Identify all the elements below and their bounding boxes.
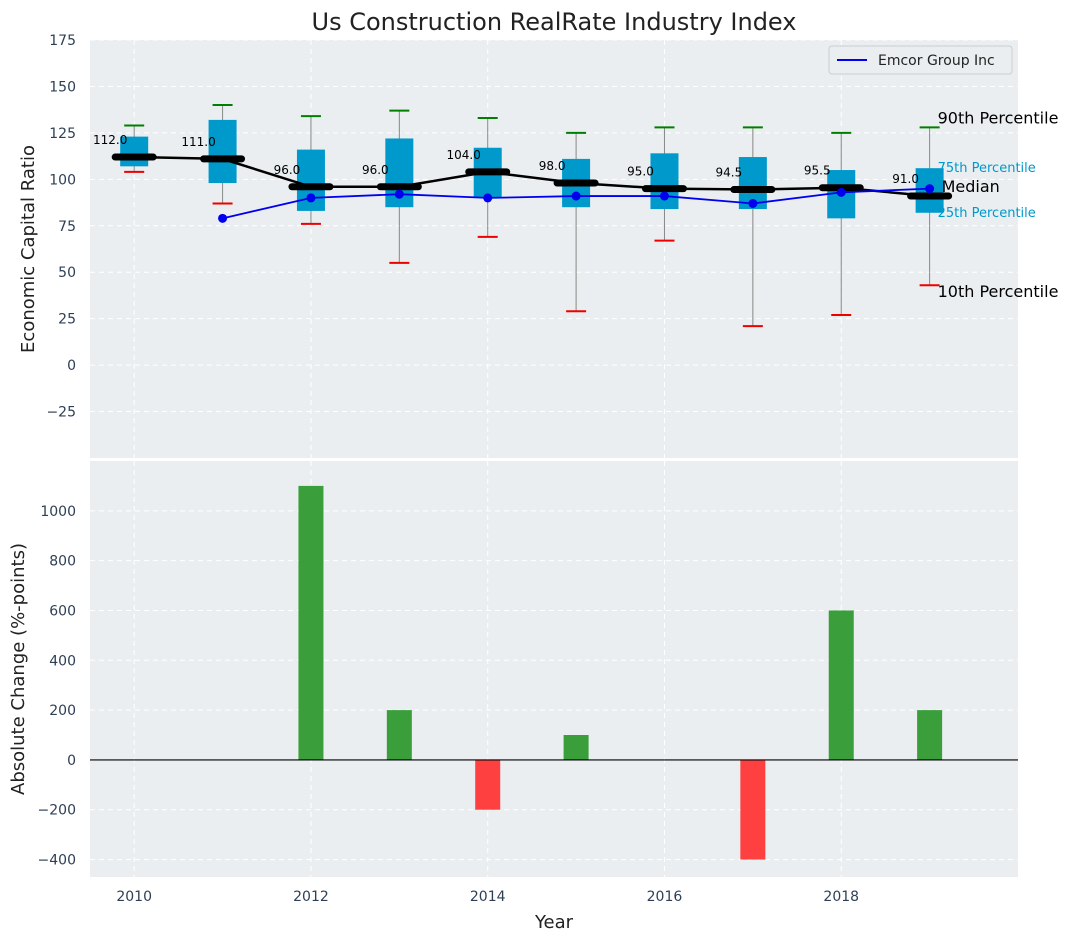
top-y-tick-label: 75 <box>58 219 76 235</box>
series-point-emcor <box>748 198 758 208</box>
x-tick-label: 2010 <box>116 889 152 905</box>
series-point-emcor <box>394 189 404 199</box>
median-value-label: 104.0 <box>447 148 481 162</box>
box-plot-panel: −25 0 25 50 75 100 125 150 175 112.0 111.0 96.0 96.0… <box>46 33 1058 458</box>
x-tick-label: 2018 <box>823 889 859 905</box>
bar-positive <box>298 485 324 760</box>
series-point-emcor <box>659 191 669 201</box>
top-plot-area <box>90 40 1018 458</box>
top-y-tick-label: 125 <box>49 126 76 142</box>
top-y-tick-label: 25 <box>58 312 76 328</box>
bottom-y-tick-label: −200 <box>38 803 76 819</box>
top-y-tick-label: 150 <box>49 79 76 95</box>
iqr-box <box>650 153 679 210</box>
median-value-label: 91.0 <box>892 172 919 186</box>
top-y-tick-label: 175 <box>49 33 76 49</box>
legend-label: Emcor Group Inc <box>878 53 995 69</box>
median-value-label: 96.0 <box>274 163 301 177</box>
bottom-y-tick-label: 0 <box>67 753 76 769</box>
chart-title: Us Construction RealRate Industry Index <box>312 8 797 36</box>
series-point-emcor <box>925 184 935 194</box>
legend: Emcor Group Inc <box>828 45 1013 75</box>
series-point-emcor <box>483 193 493 203</box>
bottom-y-tick-label: 400 <box>49 653 76 669</box>
median-line <box>134 155 930 198</box>
bottom-y-tick-label: −400 <box>38 853 76 869</box>
top-y-axis-label: Economic Capital Ratio <box>18 145 39 353</box>
bar-positive <box>386 710 412 760</box>
series-point-emcor <box>306 193 316 203</box>
legend-box <box>828 45 1013 75</box>
bottom-y-tick-label: 1000 <box>40 504 76 520</box>
iqr-box <box>208 119 237 184</box>
top-y-tick-label: −25 <box>46 405 76 421</box>
median-value-label: 112.0 <box>93 133 127 147</box>
top-y-tick-label: 100 <box>49 172 76 188</box>
bottom-y-axis-label: Absolute Change (%-points) <box>8 543 29 795</box>
median-value-label: 95.0 <box>627 165 654 179</box>
x-tick-label: 2012 <box>293 889 329 905</box>
bar-negative <box>740 759 766 860</box>
series-point-emcor <box>836 187 846 197</box>
bottom-plot-area <box>90 461 1018 877</box>
bar-positive <box>828 610 854 760</box>
series-point-emcor <box>571 191 581 201</box>
x-axis-label: Year <box>534 912 574 933</box>
bottom-y-tick-label: 600 <box>49 603 76 619</box>
bar-chart-panel: −400 −200 0 200 400 600 800 1000 2010 2012 2014 201… <box>38 461 1018 905</box>
median-value-label: 95.5 <box>804 164 831 178</box>
bar-positive <box>563 735 589 760</box>
annotation-median: Median <box>942 177 1000 196</box>
annotation-75th-percentile: 75th Percentile <box>938 161 1036 176</box>
median-value-label: 96.0 <box>362 163 389 177</box>
x-tick-label: 2014 <box>470 889 506 905</box>
median-value-label: 94.5 <box>715 166 742 180</box>
annotation-25th-percentile: 25th Percentile <box>938 206 1036 221</box>
annotation-10th-percentile: 10th Percentile <box>938 282 1059 301</box>
annotation-90th-percentile: 90th Percentile <box>938 108 1059 127</box>
x-tick-label: 2016 <box>647 889 683 905</box>
median-value-label: 98.0 <box>539 159 566 173</box>
bar-positive <box>917 710 943 760</box>
top-y-tick-label: 0 <box>67 358 76 374</box>
series-point-emcor <box>218 213 228 223</box>
bar-negative <box>475 759 501 810</box>
iqr-box <box>120 136 149 167</box>
bottom-y-tick-label: 800 <box>49 554 76 570</box>
bottom-y-tick-label: 200 <box>49 703 76 719</box>
median-value-label: 111.0 <box>181 135 215 149</box>
top-y-tick-label: 50 <box>58 265 76 281</box>
